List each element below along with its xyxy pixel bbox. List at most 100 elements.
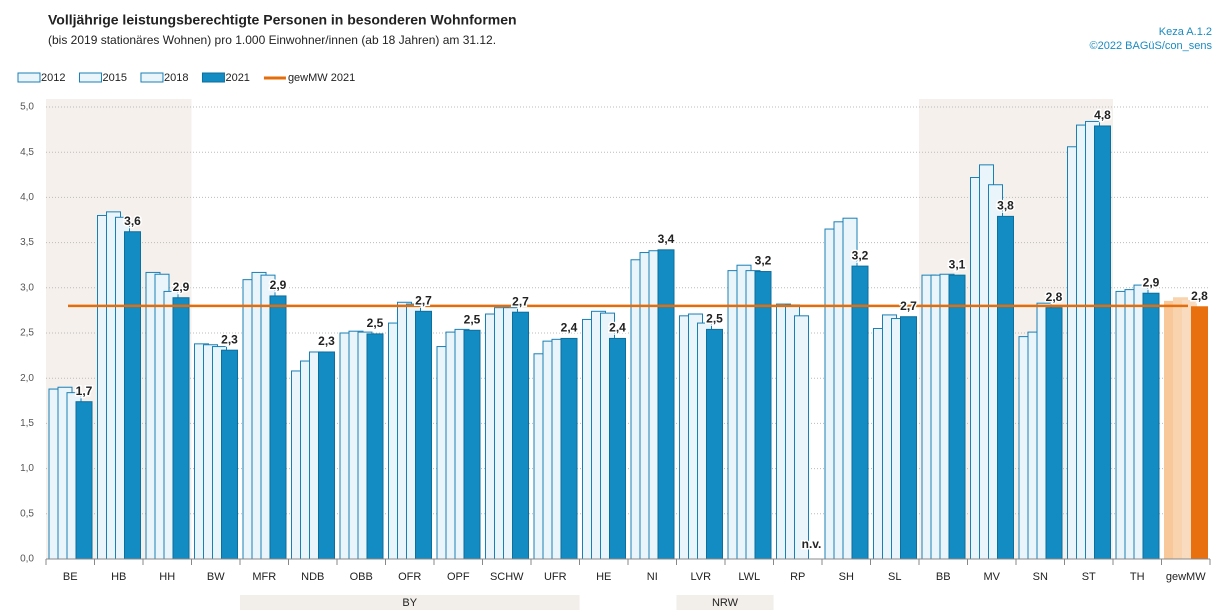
bar [221, 349, 238, 560]
x-tick-label: SH [839, 571, 854, 583]
data-label: 2,5 [367, 316, 384, 330]
data-label: 3,1 [949, 257, 966, 271]
x-tick-label: BW [207, 571, 225, 583]
bar [415, 310, 432, 560]
x-tick-label: TH [1130, 571, 1145, 583]
bar [269, 295, 287, 560]
data-label: 2,7 [415, 293, 432, 307]
bar [75, 401, 93, 560]
bar [172, 297, 190, 560]
data-label: n.v. [802, 537, 822, 551]
data-label: 2,9 [270, 278, 287, 292]
legend-swatch [201, 72, 225, 83]
legend-label: 2018 [164, 72, 188, 84]
bar [1142, 292, 1160, 560]
x-tick-label: BB [936, 571, 951, 583]
bar [997, 215, 1014, 560]
bar [851, 265, 869, 560]
x-tick-label: HB [111, 571, 126, 583]
y-tick-label: 2,0 [20, 373, 34, 384]
x-tick-label: SCHW [490, 571, 524, 583]
x-tick-label: gewMW [1166, 571, 1206, 583]
y-tick-label: 3,5 [20, 237, 34, 248]
bar [1094, 125, 1111, 560]
x-tick-label: BE [63, 571, 78, 583]
x-tick-label: NDB [301, 571, 324, 583]
y-tick-label: 1,5 [20, 418, 34, 429]
legend-label: 2015 [102, 72, 126, 84]
y-tick-label: 0,5 [20, 508, 34, 519]
bar [609, 337, 626, 560]
x-tick-label: LVR [690, 571, 711, 583]
group-box [240, 595, 580, 610]
legend-swatch [17, 72, 41, 83]
bar [463, 329, 481, 560]
x-tick-label: UFR [544, 571, 567, 583]
legend-swatch [78, 72, 102, 83]
data-label: 2,3 [318, 334, 335, 348]
group-box [676, 595, 774, 610]
source: Keza A.1.2 [1159, 26, 1212, 38]
y-tick-label: 1,0 [20, 463, 34, 474]
y-tick-label: 4,5 [20, 147, 34, 158]
data-label: 1,7 [76, 384, 93, 398]
x-tick-label: NI [647, 571, 658, 583]
bar [900, 316, 917, 560]
x-tick-label: OPF [447, 571, 470, 583]
x-tick-label: HE [596, 571, 611, 583]
data-label: 2,4 [561, 321, 578, 335]
source: ©2022 BAGüS/con_sens [1090, 40, 1213, 52]
bar [318, 351, 335, 560]
x-tick-label: MFR [252, 571, 276, 583]
bar [948, 274, 966, 560]
y-tick-label: 3,0 [20, 282, 34, 293]
data-label: 2,8 [1046, 290, 1063, 304]
x-tick-label: OBB [350, 571, 373, 583]
x-tick-label: SL [888, 571, 901, 583]
data-label: 3,6 [124, 214, 141, 228]
y-tick-label: 0,0 [20, 554, 34, 565]
chart-subtitle: (bis 2019 stationäres Wohnen) pro 1.000 … [48, 33, 496, 47]
data-label: 3,4 [658, 232, 675, 246]
bar [512, 311, 529, 560]
x-tick-label: LWL [738, 571, 760, 583]
data-label: 2,7 [900, 299, 917, 313]
group-label: BY [402, 597, 417, 609]
data-label: 4,8 [1094, 108, 1111, 122]
chart-title: Volljährige leistungsberechtigte Persone… [48, 12, 517, 28]
x-tick-label: OFR [398, 571, 421, 583]
group-label: NRW [712, 597, 739, 609]
x-tick-label: HH [159, 571, 175, 583]
data-label: 3,8 [997, 199, 1014, 213]
bar [754, 271, 772, 560]
bar [366, 333, 384, 560]
x-tick-label: MV [984, 571, 1001, 583]
data-label: 2,9 [173, 280, 190, 294]
y-tick-label: 4,0 [20, 192, 34, 203]
bar [1191, 306, 1208, 560]
y-tick-label: 2,5 [20, 328, 34, 339]
legend-label: 2012 [41, 72, 65, 84]
data-label: 2,3 [221, 332, 238, 346]
bar [1045, 307, 1063, 560]
data-label: 2,5 [464, 312, 481, 326]
data-label: 3,2 [852, 248, 869, 262]
y-tick-label: 5,0 [20, 102, 34, 113]
bar [124, 231, 141, 560]
bar [560, 337, 578, 560]
data-label: 2,4 [609, 321, 626, 335]
x-tick-label: RP [790, 571, 805, 583]
data-label: 3,2 [755, 254, 772, 268]
legend-label: 2021 [225, 72, 249, 84]
bar [706, 328, 723, 560]
bar [657, 249, 675, 560]
x-tick-label: SN [1033, 571, 1048, 583]
x-tick-label: ST [1082, 571, 1096, 583]
data-label: 2,5 [706, 312, 723, 326]
legend-label: gewMW 2021 [288, 72, 355, 84]
legend-swatch [140, 72, 164, 83]
data-label: 2,8 [1191, 289, 1208, 303]
data-label: 2,7 [512, 294, 529, 308]
data-label: 2,9 [1143, 275, 1160, 289]
